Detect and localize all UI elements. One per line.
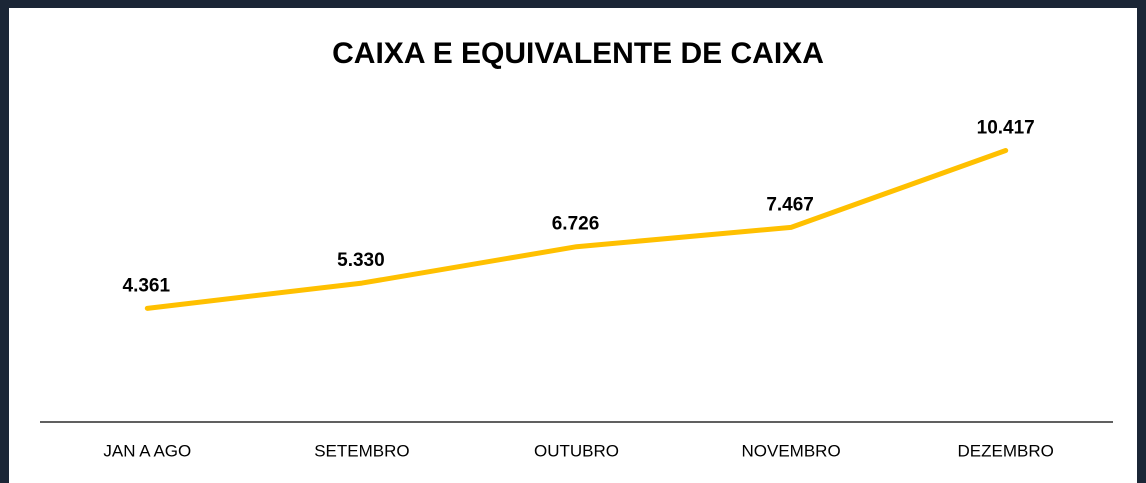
x-tick-label: JAN A AGO bbox=[103, 441, 191, 460]
data-label: 10.417 bbox=[977, 118, 1035, 139]
line bbox=[144, 148, 1009, 311]
chart-title: CAIXA E EQUIVALENTE DE CAIXA bbox=[332, 37, 824, 70]
x-tick-label: NOVEMBRO bbox=[742, 441, 841, 460]
data-label: 7.467 bbox=[766, 194, 814, 215]
data-label: 4.361 bbox=[123, 275, 171, 296]
x-tick-label: OUTUBRO bbox=[534, 441, 619, 460]
x-tick-label: SETEMBRO bbox=[314, 441, 409, 460]
data-label: 6.726 bbox=[552, 214, 600, 235]
x-tick-label: DEZEMBRO bbox=[958, 441, 1054, 460]
data-label: 5.330 bbox=[337, 250, 385, 271]
